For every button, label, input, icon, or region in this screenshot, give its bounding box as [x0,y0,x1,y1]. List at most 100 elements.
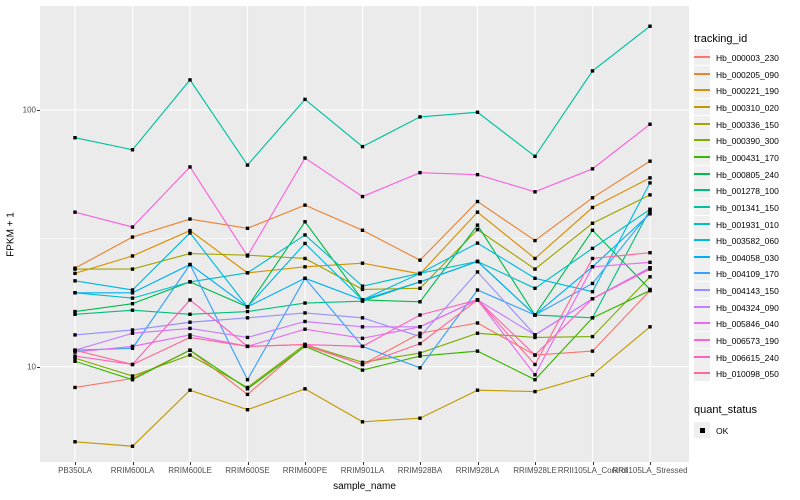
data-point-marker [303,387,307,391]
legend-key [694,49,710,65]
data-point-marker [360,362,365,367]
data-point-marker [533,286,537,291]
data-point-marker [130,296,135,300]
legend-key [694,65,710,82]
data-point-marker [303,156,307,160]
series-color-line-icon [694,289,710,292]
series-color-line-icon [694,322,710,325]
data-point-marker [648,122,652,126]
data-point-marker [188,320,192,324]
data-point-marker [130,362,135,367]
data-point-marker [303,276,307,280]
y-tick-label: 10 [27,362,36,372]
legend-title-quant-status: quant_status [694,404,757,416]
legend-key [694,265,710,282]
legend-item-label: Hb_000336_150 [716,119,779,130]
legend-key [694,298,710,315]
data-point-marker [648,24,652,28]
data-point-marker [590,69,595,73]
data-point-marker [73,135,77,140]
data-point-marker [418,334,422,339]
x-tick-label-RRIM600LE: RRIM600LE [168,466,212,475]
series-color-line-icon [694,272,710,275]
data-point-marker [245,377,250,382]
data-point-marker [533,154,537,159]
data-point-marker [245,316,250,320]
data-point-marker [245,254,250,258]
data-point-marker [245,387,250,391]
data-point-marker [360,336,365,341]
data-point-marker [590,349,595,353]
data-point-marker [73,210,77,214]
data-point-marker [533,276,537,280]
data-point-marker [418,170,422,175]
data-point-marker [188,312,192,317]
data-point-marker [590,297,595,301]
data-point-marker [188,165,192,169]
data-point-marker [475,172,480,177]
data-point-marker [418,325,422,329]
x-tick-label-RRIM600LA: RRIM600LA [110,466,155,475]
series-color-line-icon [694,372,710,375]
legend-item-label: Hb_010098_050 [716,369,779,380]
data-point-marker [360,144,365,149]
x-tick-mark [132,462,134,465]
series-color-line-icon [694,305,710,308]
legend-item-label: Hb_001341_150 [716,202,779,213]
data-point-marker [73,440,77,444]
data-point-marker [533,190,537,194]
data-point-marker [245,163,250,167]
data-point-marker [188,353,192,357]
data-point-marker [360,287,365,292]
data-point-marker [590,281,595,286]
data-point-marker [303,233,307,237]
data-point-marker [303,311,307,315]
data-point-marker [418,366,422,370]
legend-item-label: Hb_001278_100 [716,186,779,197]
data-point-marker [475,227,480,232]
data-point-marker [303,203,307,207]
series-color-line-icon [694,122,710,125]
data-point-marker [130,291,135,295]
legend-item-label: Hb_000390_300 [716,136,779,147]
data-point-marker [648,275,652,279]
data-point-marker [130,225,135,229]
legend-item-label: Hb_001931_010 [716,219,779,230]
quant-ok-key [694,422,710,438]
data-point-marker [73,350,77,354]
data-point-marker [418,341,422,346]
series-color-line-icon [694,222,710,225]
data-point-marker [245,407,250,412]
legend-item-label: Hb_000221_190 [716,86,779,97]
legend-key [694,232,710,249]
data-point-marker [533,335,537,340]
data-point-marker [360,228,365,232]
data-point-marker [648,181,652,185]
legend-item-label: Hb_006573_190 [716,336,779,347]
x-axis-title: sample_name [333,481,396,492]
data-point-marker [475,241,480,245]
data-point-marker [188,326,192,331]
data-point-marker [245,309,250,314]
legend-item-label: Hb_004143_150 [716,286,779,297]
data-point-marker [360,360,365,365]
legend-key [694,82,710,99]
legend-key [694,282,710,299]
data-point-marker [590,334,595,339]
y-tick-mark [37,110,40,111]
legend-key [694,115,710,132]
series-color-line-icon [694,155,710,158]
data-point-marker [475,298,480,302]
data-point-marker [73,267,77,271]
data-point-marker [475,199,480,204]
data-point-marker [130,148,135,152]
data-point-marker [533,373,537,377]
legend-key [694,365,710,382]
data-point-marker [188,280,192,284]
y-tick-mark [37,366,40,368]
data-point-marker [590,265,595,269]
legend-item-label: Hb_000003_230 [716,53,779,63]
data-point-marker [130,308,135,312]
legend-key [694,165,710,182]
data-point-marker [418,280,422,284]
